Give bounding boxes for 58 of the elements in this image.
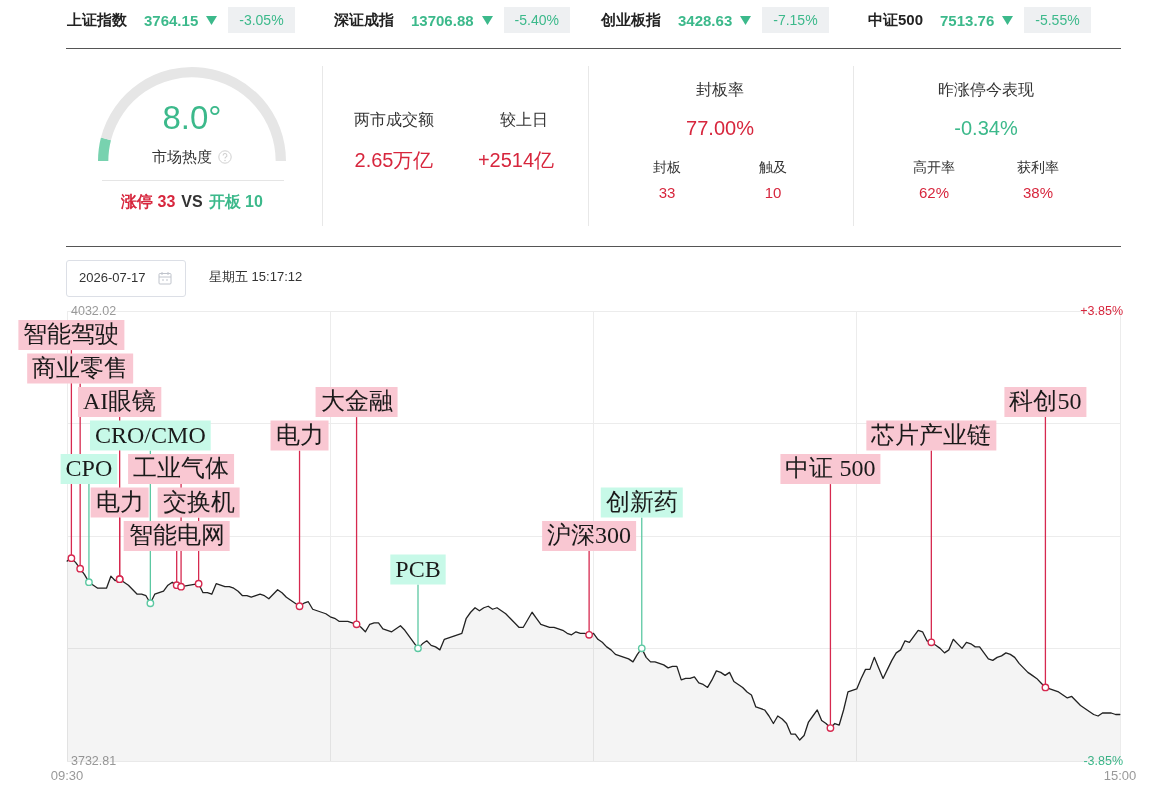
text: -0.34% [954,116,1018,140]
annotation: 商业零售 [32,354,129,381]
y-tick-label: 4032.02 [71,303,117,318]
annotation: 智能驾驶 [23,321,120,348]
text: 涨停 33 [121,192,176,212]
annotation: 沪深300 [547,522,632,549]
text: 触及 [759,158,787,176]
text: 较上日 [500,110,548,130]
text: 8.0° [162,99,222,137]
text: -5.40% [503,7,570,33]
annotation: AI眼镜 [82,388,157,415]
annotation: CPO [65,455,113,482]
y-tick-label: 3732.81 [71,753,117,768]
text: 中证500 [868,10,924,30]
text: 上证指数 [67,10,127,30]
annotation: 电力 [95,488,144,515]
text: 封板 [653,158,681,176]
annotation: 智能电网 [128,522,225,549]
text: 33 [658,184,676,202]
text: 市场热度 [152,148,212,166]
text: 获利率 [1017,158,1059,176]
text: VS [181,192,203,212]
text: 2.65万亿 [354,148,434,172]
text: +2514亿 [477,148,555,172]
text: 62% [918,184,950,202]
text: 封板率 [696,80,744,100]
y2-tick-label: -3.85% [1083,753,1123,768]
annotation: 芯片产业链 [870,421,992,448]
text: 77.00% [686,116,754,140]
x-tick-label: 15:00 [1103,767,1137,783]
text: -7.15% [762,7,829,33]
y2-tick-label: +3.85% [1080,303,1123,318]
text: 13706.88 [411,11,474,29]
text: 开板 10 [208,192,263,212]
text: 10 [764,184,782,202]
annotation: 电力 [275,421,324,448]
text: -3.05% [228,7,295,33]
text: -5.55% [1024,7,1091,33]
annotation: 大金融 [320,388,393,415]
annotation: 工业气体 [133,455,230,482]
text: 星期五 15:17:12 [209,269,303,285]
text: 创业板指 [601,10,661,30]
annotation: PCB [395,555,441,582]
text: 深证成指 [334,10,394,30]
text: 高开率 [913,158,955,176]
date-field: 2026-07-17 [66,260,186,297]
annotation: CRO/CMO [95,421,206,448]
annotation: 创新药 [605,488,678,515]
text: 3764.15 [144,11,199,29]
text: 两市成交额 [354,110,434,130]
text: 3428.63 [678,11,733,29]
text: 7513.76 [940,11,995,29]
x-tick-label: 09:30 [50,767,84,783]
annotation: 交换机 [162,488,235,515]
annotation: 中证 500 [785,455,876,482]
text: 38% [1022,184,1054,202]
annotation: 科创50 [1009,388,1082,415]
text: 昨涨停今表现 [938,80,1034,100]
